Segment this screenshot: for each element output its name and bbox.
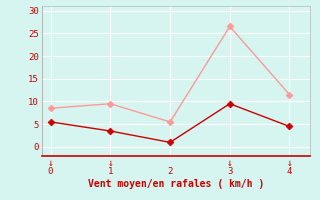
Text: ↓: ↓: [48, 158, 53, 168]
Text: ↓: ↓: [227, 158, 233, 168]
Text: ↓: ↓: [286, 158, 292, 168]
Text: ↓: ↓: [107, 158, 113, 168]
X-axis label: Vent moyen/en rafales ( km/h ): Vent moyen/en rafales ( km/h ): [88, 179, 264, 189]
